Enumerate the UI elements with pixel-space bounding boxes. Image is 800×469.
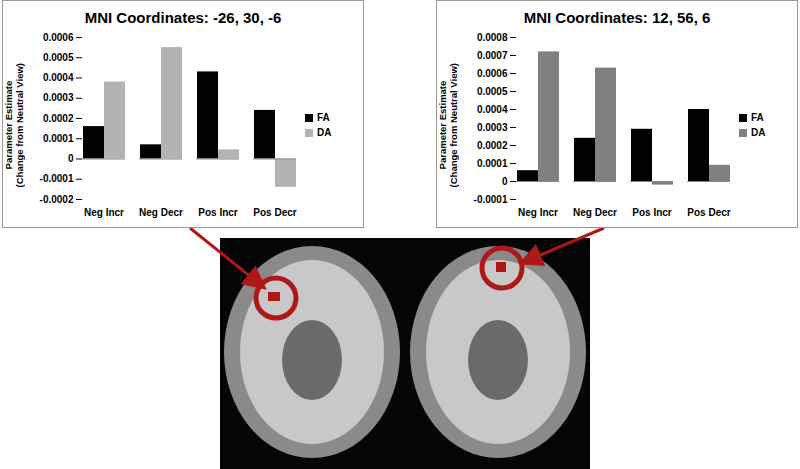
svg-text:0.0004: 0.0004 — [477, 104, 508, 115]
svg-text:0.0005: 0.0005 — [477, 86, 508, 97]
svg-text:Pos Decr: Pos Decr — [253, 207, 296, 218]
svg-text:0.0005: 0.0005 — [43, 52, 74, 63]
svg-text:0: 0 — [68, 153, 74, 164]
svg-text:0.0001: 0.0001 — [477, 158, 508, 169]
svg-text:0.0002: 0.0002 — [43, 113, 74, 124]
html-text:MNI Coordinates: 12, 56, 6: MNI Coordinates: 12, 56, 6 — [523, 9, 711, 26]
svg-text:0.0004: 0.0004 — [43, 72, 74, 83]
svg-text:-0.0002: -0.0002 — [40, 194, 74, 205]
svg-text:Pos Decr: Pos Decr — [687, 207, 730, 218]
svg-text:0.0007: 0.0007 — [477, 50, 508, 61]
svg-text:-0.0001: -0.0001 — [474, 194, 508, 205]
svg-text:0.0006: 0.0006 — [477, 68, 508, 79]
svg-text:Pos Incr: Pos Incr — [198, 207, 238, 218]
svg-text:0.0003: 0.0003 — [477, 122, 508, 133]
svg-text:Neg Incr: Neg Incr — [518, 207, 558, 218]
svg-text:0.0008: 0.0008 — [477, 32, 508, 43]
svg-text:Neg Decr: Neg Decr — [139, 207, 183, 218]
svg-text:0: 0 — [502, 176, 508, 187]
svg-text:Neg Incr: Neg Incr — [84, 207, 124, 218]
svg-text:Neg Decr: Neg Decr — [573, 207, 617, 218]
svg-text:0.0002: 0.0002 — [477, 140, 508, 151]
html-text:Parameter Estimate (Change fro: Parameter Estimate (Change from Neutral … — [437, 62, 459, 188]
svg-text:Pos Incr: Pos Incr — [632, 207, 672, 218]
html-text:MNI Coordinates: -26, 30, -6: MNI Coordinates: -26, 30, -6 — [84, 9, 282, 26]
html-text:FA: FA — [751, 112, 764, 123]
html-text:DA: DA — [751, 127, 766, 138]
html-text:Parameter Estimate (Change fro: Parameter Estimate (Change from Neutral … — [3, 62, 25, 188]
html-text:DA: DA — [317, 127, 332, 138]
svg-text:0.0001: 0.0001 — [43, 133, 74, 144]
html-text:FA: FA — [317, 112, 330, 123]
svg-text:0.0003: 0.0003 — [43, 92, 74, 103]
svg-text:-0.0001: -0.0001 — [40, 173, 74, 184]
svg-text:0.0006: 0.0006 — [43, 32, 74, 43]
